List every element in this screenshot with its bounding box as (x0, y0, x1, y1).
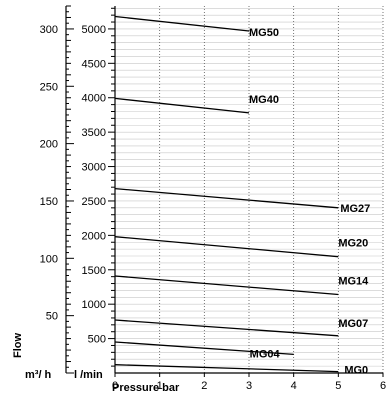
series-label-mg04: MG04 (250, 348, 281, 360)
right-axis-tick-label: 1000 (82, 299, 106, 311)
left-axis-tick-label: 200 (40, 139, 58, 151)
series-label-mg40: MG40 (249, 94, 279, 106)
y-axis-title: Flow (12, 333, 24, 358)
series-line-mg50 (114, 15, 250, 32)
right-axis-tick-label: 2500 (82, 196, 106, 208)
left-axis-tick-label: 150 (40, 196, 58, 208)
series-label-mg27: MG27 (340, 203, 370, 215)
series-line-mg04 (114, 341, 294, 356)
x-axis-title: Pressure bar (112, 382, 180, 394)
right-axis-tick-label: 4500 (82, 58, 106, 70)
left-axis-tick-label: 50 (46, 311, 58, 323)
right-axis-tick-label: 2000 (82, 230, 106, 242)
y-axis-unit-right: l /min (74, 369, 103, 381)
right-axis-tick-label: 1500 (82, 265, 106, 277)
x-axis-tick-label: 6 (380, 380, 386, 392)
series-label-mg0: MG0 (344, 365, 368, 377)
left-axis-tick-label: 250 (40, 81, 58, 93)
left-axis-tick-label: 100 (40, 253, 58, 265)
right-axis-tick-label: 4000 (82, 93, 106, 105)
series-line-mg0 (114, 364, 339, 373)
right-axis-tick-label: 5000 (82, 24, 106, 36)
x-axis: 0 1 2 3 4 5 6 (112, 372, 386, 392)
series-label-mg14: MG14 (338, 276, 369, 288)
series-label-mg50: MG50 (249, 27, 279, 39)
series-lines: MG0 MG04 MG07 MG14 MG20 MG27 MG40 MG50 (114, 15, 370, 377)
y-axis-unit-left: m³/ h (25, 369, 52, 381)
right-axis-tick-label: 3500 (82, 127, 106, 139)
series-line-mg27 (114, 187, 339, 209)
series-label-mg07: MG07 (338, 318, 368, 330)
x-axis-tick-label: 3 (246, 380, 252, 392)
left-axis: 50 100 150 200 250 300 (40, 5, 74, 374)
series-line-mg20 (114, 236, 339, 258)
left-axis-tick-label: 300 (40, 24, 58, 36)
right-axis-tick-label: 3000 (82, 162, 106, 174)
x-axis-tick-label: 0 (112, 380, 118, 392)
series-line-mg07 (114, 319, 339, 337)
x-axis-tick-label: 5 (335, 380, 341, 392)
right-axis: 500 1000 1500 2000 2500 3000 3500 4000 4500 5000 (82, 6, 116, 373)
right-axis-tick-label: 500 (88, 334, 106, 346)
grid (115, 6, 384, 373)
x-axis-tick-label: 4 (291, 380, 297, 392)
x-axis-tick-label: 1 (157, 380, 163, 392)
x-axis-tick-label: 2 (201, 380, 207, 392)
series-label-mg20: MG20 (338, 238, 368, 250)
series-line-mg40 (114, 97, 250, 114)
series-line-mg14 (114, 275, 339, 296)
